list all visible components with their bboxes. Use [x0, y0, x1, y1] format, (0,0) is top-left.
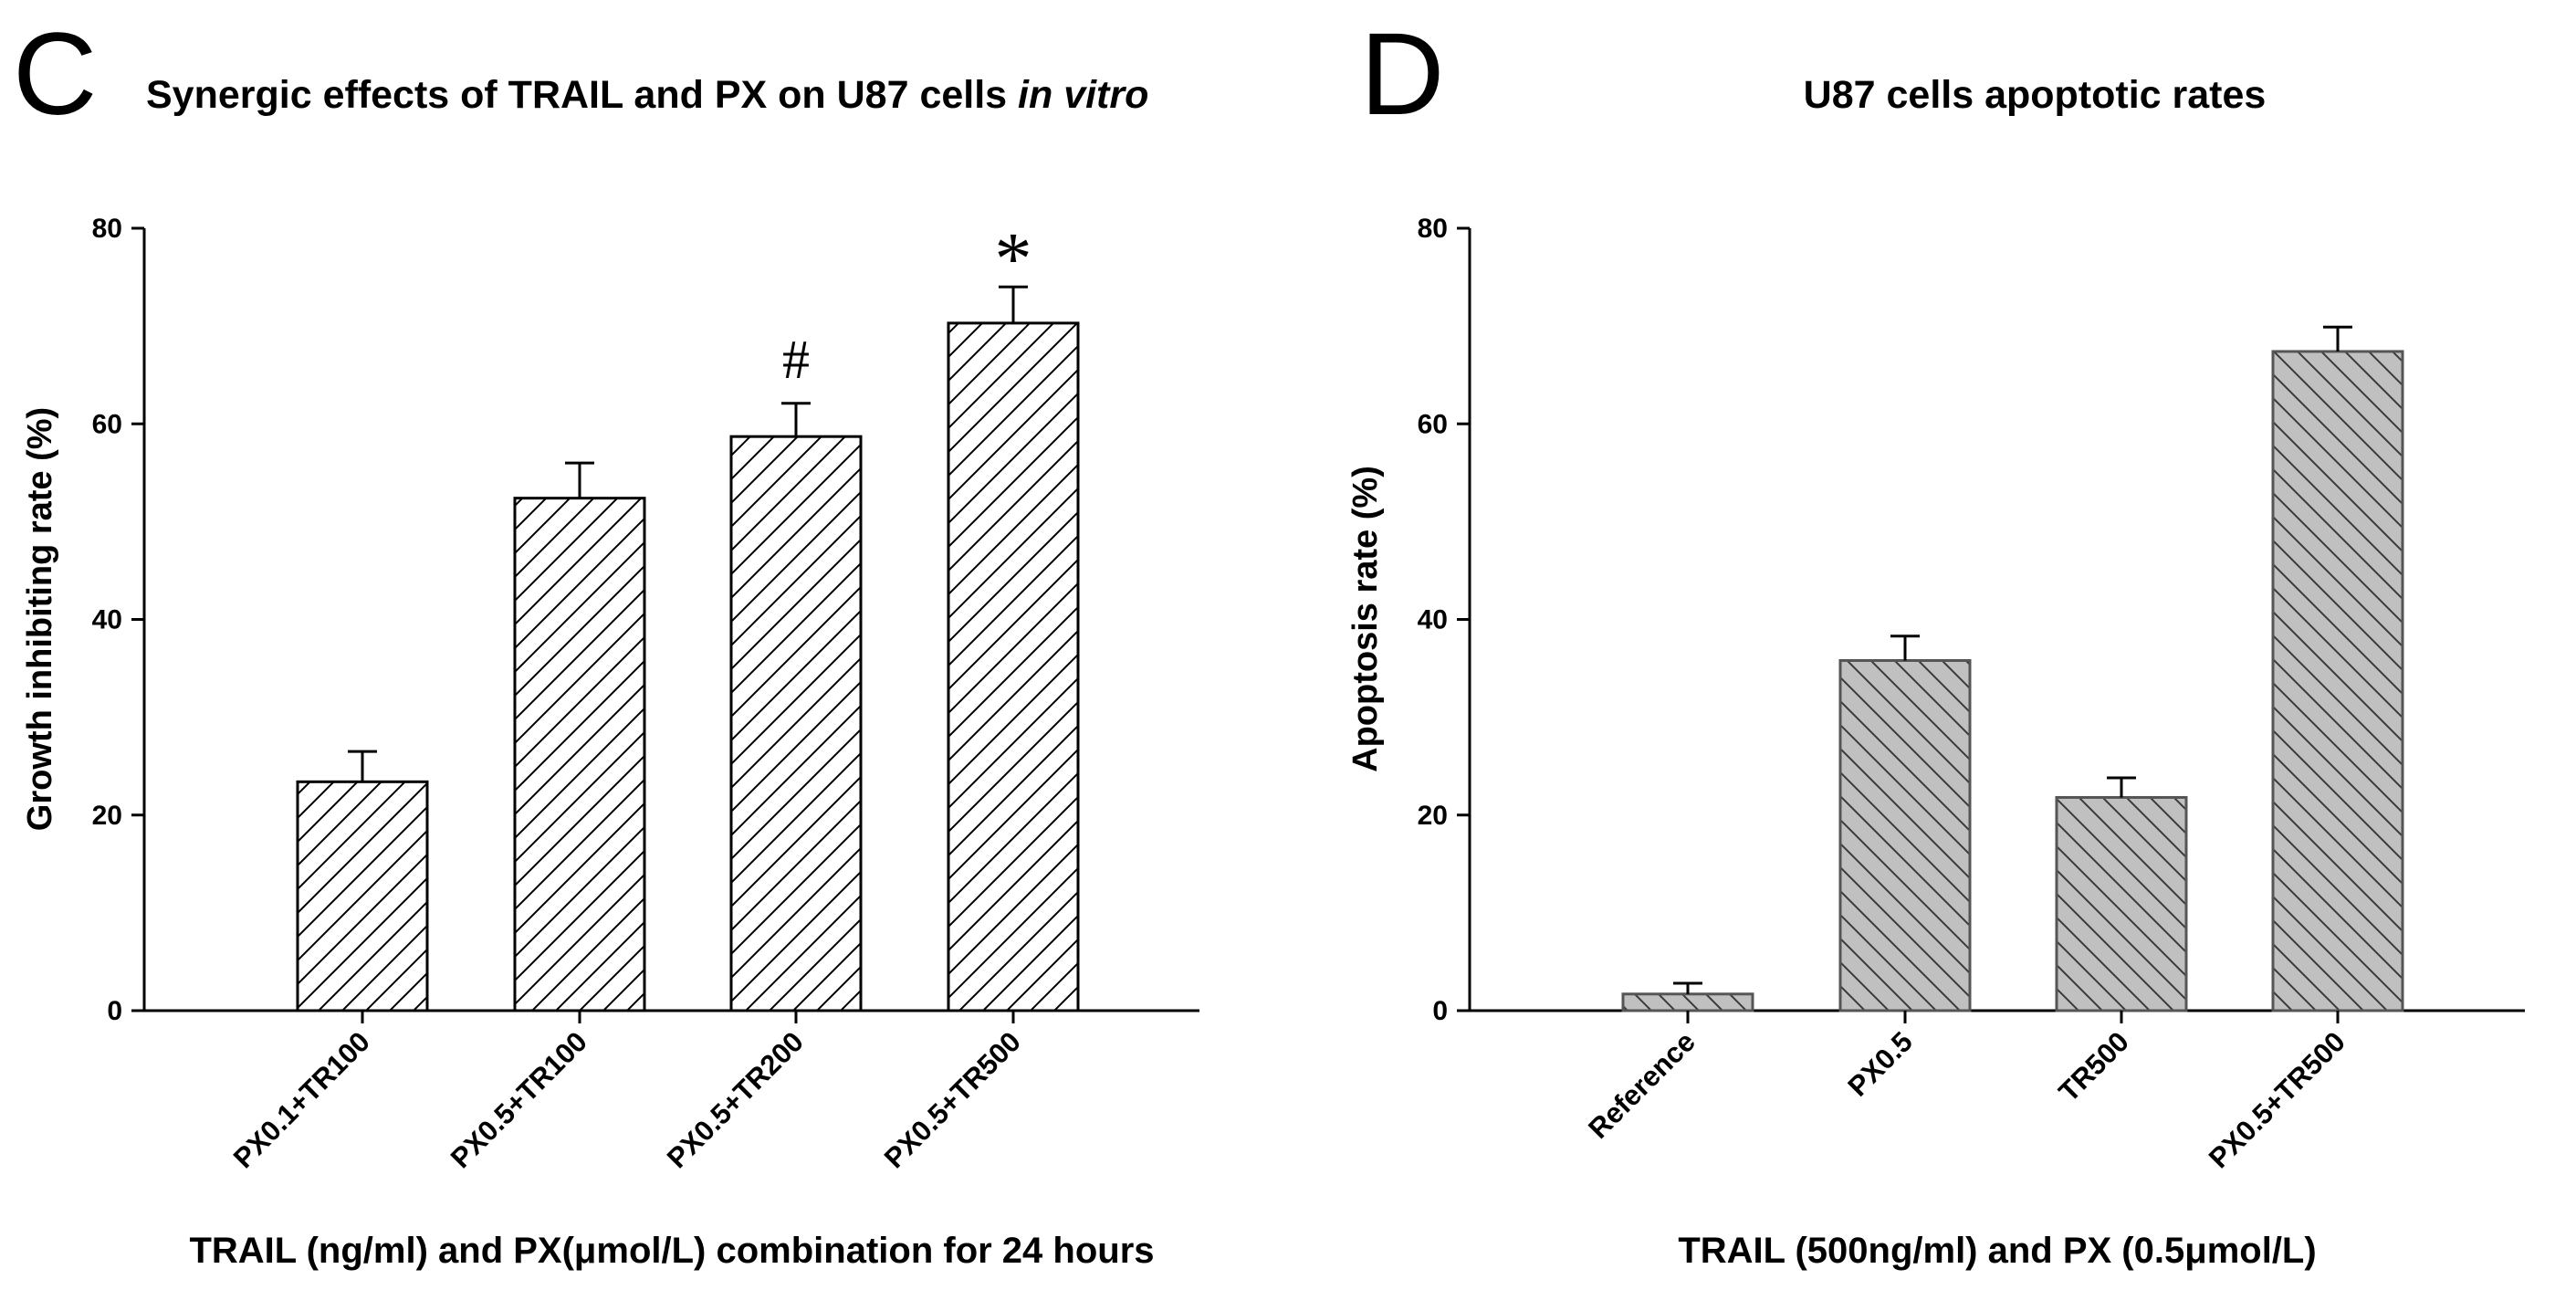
bar-px0-5-tr200 [729, 435, 863, 1012]
x-category-label: PX0.5+TR500 [2203, 1025, 2351, 1174]
y-tick-label: 0 [1432, 996, 1448, 1026]
y-axis-title-d: Apoptosis rate (%) [1346, 466, 1385, 772]
chart-title-c: Synergic effects of TRAIL and PX on U87 … [146, 73, 1148, 117]
y-axis-title-c: Growth inhibiting rate (%) [21, 407, 59, 831]
x-axis-title-c: TRAIL (ng/ml) and PX(μmol/L) combination… [189, 1231, 1154, 1271]
category-labels-d: Reference PX0.5 TR500 PX0.5+TR500 [1582, 1025, 2351, 1174]
panel-letter-c: C [13, 9, 97, 140]
y-tick-label: 40 [1418, 605, 1448, 635]
y-tick-label: 0 [107, 996, 122, 1026]
bar-px0-5-tr500 [947, 321, 1080, 1012]
panel-c: C Synergic effects of TRAIL and PX on U8… [13, 9, 1199, 1271]
category-labels-c: PX0.1+TR100 PX0.5+TR100 PX0.5+TR200 PX0.5+T… [227, 1025, 1027, 1174]
bar-px0-1-tr100 [296, 780, 429, 1012]
significance-asterisk: * [995, 216, 1032, 299]
x-axis-title-d: TRAIL (500ng/ml) and PX (0.5μmol/L) [1678, 1231, 2316, 1271]
x-category-label: PX0.5+TR500 [878, 1025, 1027, 1174]
bars-d [1621, 325, 2404, 1023]
panel-d: D U87 cells apoptotic rates Apoptosis ra… [1346, 9, 2525, 1271]
y-tick-label: 80 [1418, 214, 1448, 244]
x-category-label: PX0.1+TR100 [227, 1025, 376, 1174]
bar-tr500 [2055, 795, 2188, 1012]
chart-title-d: U87 cells apoptotic rates [1804, 73, 2267, 117]
y-tick-label: 20 [1418, 801, 1448, 831]
x-category-label: Reference [1582, 1025, 1702, 1145]
x-category-label: PX0.5+TR100 [445, 1025, 593, 1174]
y-ticks-d: 0 20 40 60 80 [1418, 214, 1470, 1026]
bar-reference [1621, 992, 1754, 1012]
y-tick-label: 60 [1418, 409, 1448, 439]
chart-title-c-main: Synergic effects of TRAIL and PX on U87 … [146, 73, 1018, 117]
bars-c: #* [296, 216, 1080, 1023]
bar-px0-5 [1838, 658, 1972, 1012]
panel-letter-d: D [1360, 9, 1444, 140]
significance-hash: # [782, 330, 810, 390]
y-tick-label: 20 [92, 801, 122, 831]
y-tick-label: 40 [92, 605, 122, 635]
x-category-label: PX0.5 [1841, 1025, 1918, 1102]
y-tick-label: 60 [92, 409, 122, 439]
x-category-label: PX0.5+TR200 [661, 1025, 810, 1174]
bar-px0-5-tr100 [513, 497, 646, 1012]
chart-title-c-italic: in vitro [1018, 73, 1148, 117]
chart-title-d-main: U87 cells apoptotic rates [1804, 73, 2267, 117]
y-tick-label: 80 [92, 214, 122, 244]
x-category-label: TR500 [2052, 1025, 2135, 1108]
bar-px0-5-tr500 [2271, 350, 2404, 1012]
y-ticks-c: 0 20 40 60 80 [92, 214, 144, 1026]
